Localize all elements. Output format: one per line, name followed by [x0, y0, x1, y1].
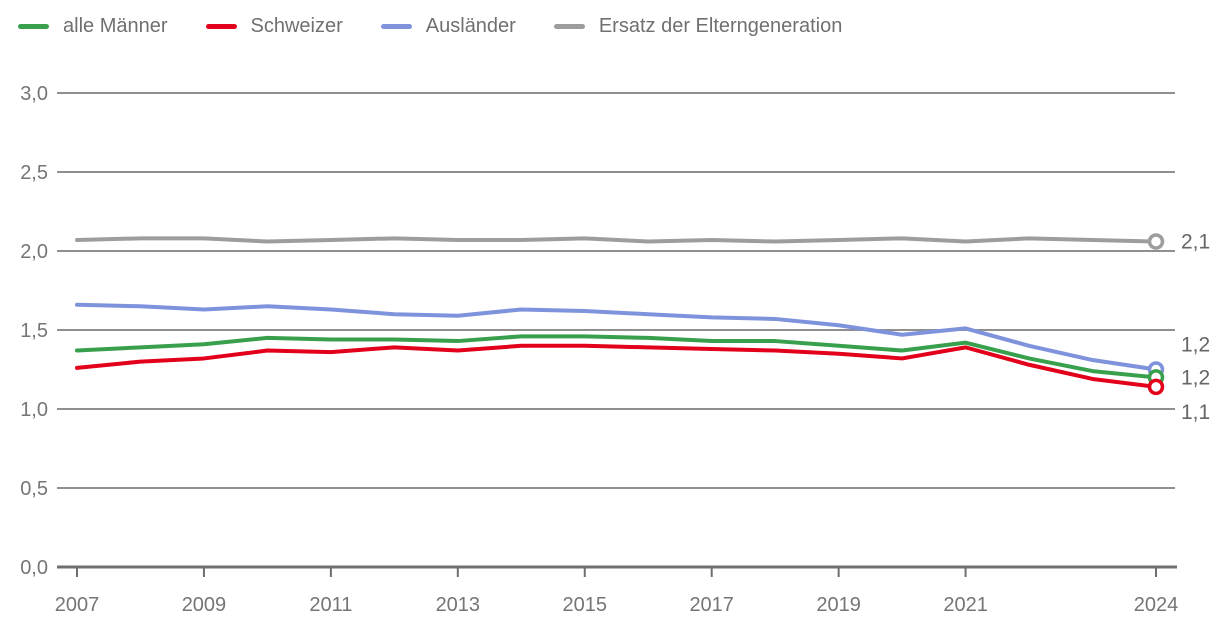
legend-item-auslaender[interactable]: Ausländer	[380, 15, 516, 38]
legend-swatch-schweizer	[205, 24, 237, 29]
series-end-marker-ersatz-der-elterngeneration	[1147, 233, 1165, 250]
y-axis-label: 1,5	[20, 320, 48, 342]
x-axis-label: 2019	[816, 594, 861, 616]
legend-label-auslaender: Ausländer	[425, 15, 516, 37]
legend-swatch-ersatz-der-elterngeneration	[553, 24, 585, 29]
x-axis-label: 2015	[563, 594, 608, 616]
y-axis-label: 2,5	[20, 162, 48, 184]
series-line-alle-maenner	[75, 334, 1158, 380]
legend-label-schweizer: Schweizer	[250, 15, 343, 37]
y-axis-label: 0,5	[20, 478, 48, 500]
x-axis-label: 2007	[55, 594, 100, 616]
legend-label-alle-maenner: alle Männer	[63, 15, 168, 37]
x-axis-label: 2009	[182, 594, 227, 616]
legend-item-ersatz-der-elterngeneration[interactable]: Ersatz der Elterngeneration	[553, 15, 843, 38]
series-end-value-alle-maenner: 1,2	[1181, 366, 1210, 389]
x-axis-label: 2011	[309, 594, 352, 616]
legend-item-schweizer[interactable]: Schweizer	[205, 15, 343, 38]
y-axis-label: 0,0	[20, 557, 48, 579]
series-end-value-auslaender: 1,2	[1181, 334, 1210, 357]
x-axis-label: 2017	[689, 594, 734, 616]
x-axis-label: 2021	[943, 594, 988, 616]
legend-label-ersatz-der-elterngeneration: Ersatz der Elterngeneration	[598, 15, 843, 37]
legend-swatch-auslaender	[380, 24, 412, 29]
series-line-ersatz-der-elterngeneration	[75, 236, 1158, 244]
x-axis-label: 2013	[436, 594, 481, 616]
series-line-schweizer	[75, 343, 1158, 389]
series-end-value-schweizer: 1,1	[1181, 401, 1210, 424]
legend-item-alle-maenner[interactable]: alle Männer	[18, 15, 168, 38]
chart-legend: alle Männer Schweizer Ausländer Ersatz d…	[18, 15, 842, 38]
legend-swatch-alle-maenner	[18, 24, 49, 29]
series-end-value-ersatz-der-elterngeneration: 2,1	[1181, 231, 1210, 254]
x-axis-label: 2024	[1134, 594, 1179, 616]
series-line-auslaender	[75, 302, 1158, 372]
y-axis-label: 2,0	[20, 241, 48, 263]
y-axis-label: 1,0	[20, 399, 48, 421]
series-end-marker-schweizer	[1147, 378, 1165, 396]
y-axis-label: 3,0	[20, 83, 48, 105]
